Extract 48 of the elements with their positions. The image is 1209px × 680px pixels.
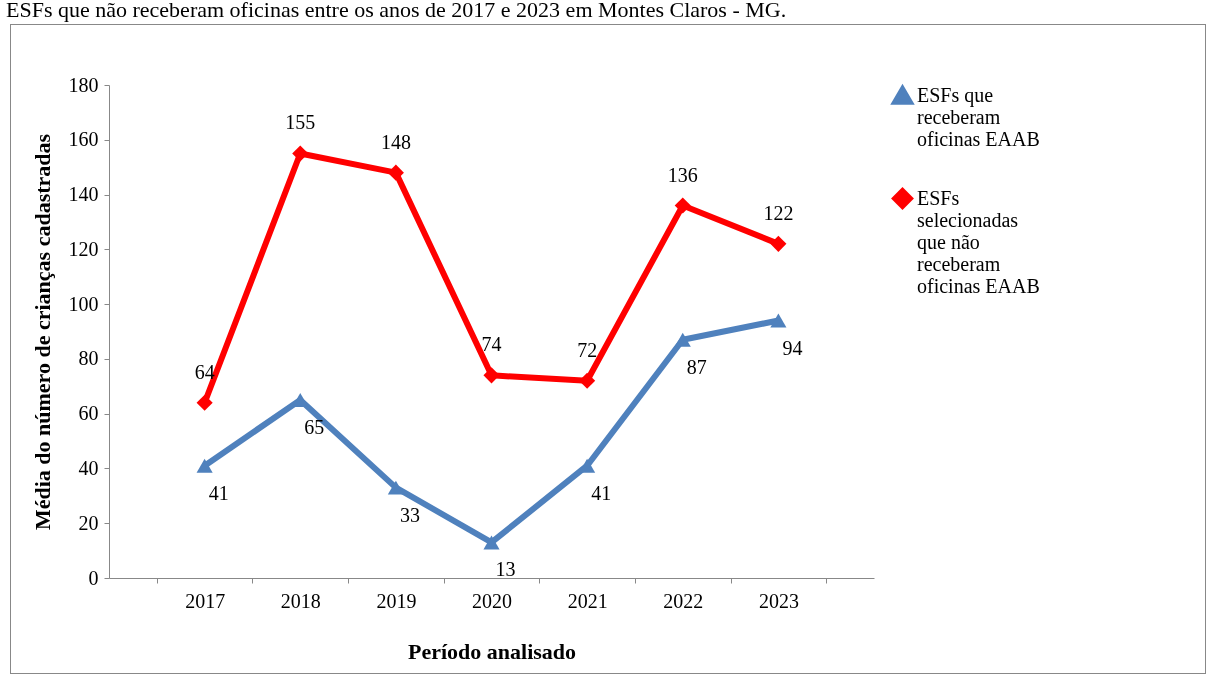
- data-label: 136: [667, 163, 698, 186]
- legend-label: ESFs que receberam oficinas EAAB: [917, 83, 1040, 150]
- point: [579, 372, 596, 389]
- point: [292, 145, 309, 162]
- data-label: 74: [481, 333, 502, 356]
- data-label: 41: [591, 481, 612, 504]
- data-label: 64: [194, 360, 215, 383]
- point: [483, 535, 500, 550]
- x-axis-title: Período analisado: [407, 638, 577, 664]
- x-tick-label: 2022: [663, 589, 704, 612]
- data-label: 41: [208, 481, 229, 504]
- y-tick-label: 100: [68, 292, 99, 315]
- data-label: 72: [577, 338, 598, 361]
- data-label: 13: [495, 558, 516, 581]
- data-label: 148: [380, 130, 411, 153]
- data-label: 155: [285, 111, 316, 134]
- data-label: 33: [399, 503, 420, 526]
- y-tick-label: 60: [78, 402, 99, 425]
- point: [196, 394, 213, 411]
- point: [770, 313, 787, 328]
- y-axis-title: Média do número de crianças cadastradas: [29, 133, 55, 531]
- point: [674, 332, 691, 347]
- y-tick-label: 40: [78, 456, 99, 479]
- data-label: 65: [304, 415, 325, 438]
- x-tick-label: 2019: [376, 589, 417, 612]
- x-tick-label: 2018: [280, 589, 321, 612]
- data-label: 122: [763, 201, 794, 224]
- y-tick-label: 180: [68, 73, 99, 96]
- point: [387, 164, 404, 181]
- y-tick-label: 0: [88, 566, 99, 589]
- point: [770, 235, 787, 252]
- point: [483, 367, 500, 384]
- legend-label: ESFs selecionadas que não receberam oficinas EAAB: [917, 186, 1040, 297]
- x-tick-label: 2021: [567, 589, 608, 612]
- x-tick-label: 2020: [472, 589, 512, 612]
- data-label: 94: [782, 336, 803, 359]
- point: [387, 480, 404, 495]
- y-tick-label: 20: [78, 511, 99, 534]
- chart-title: ESFs que não receberam oficinas entre os anos de 2017 e 2023 em Montes Claros - MG.: [5, 0, 788, 22]
- y-tick-label: 160: [68, 128, 99, 151]
- x-tick-label: 2017: [185, 589, 226, 612]
- point: [674, 197, 691, 214]
- y-tick-label: 120: [68, 237, 99, 260]
- point: [196, 458, 213, 473]
- x-tick-label: 2023: [758, 589, 799, 612]
- data-label: 87: [686, 355, 707, 378]
- y-tick-label: 80: [78, 347, 99, 370]
- y-tick-label: 140: [68, 183, 99, 206]
